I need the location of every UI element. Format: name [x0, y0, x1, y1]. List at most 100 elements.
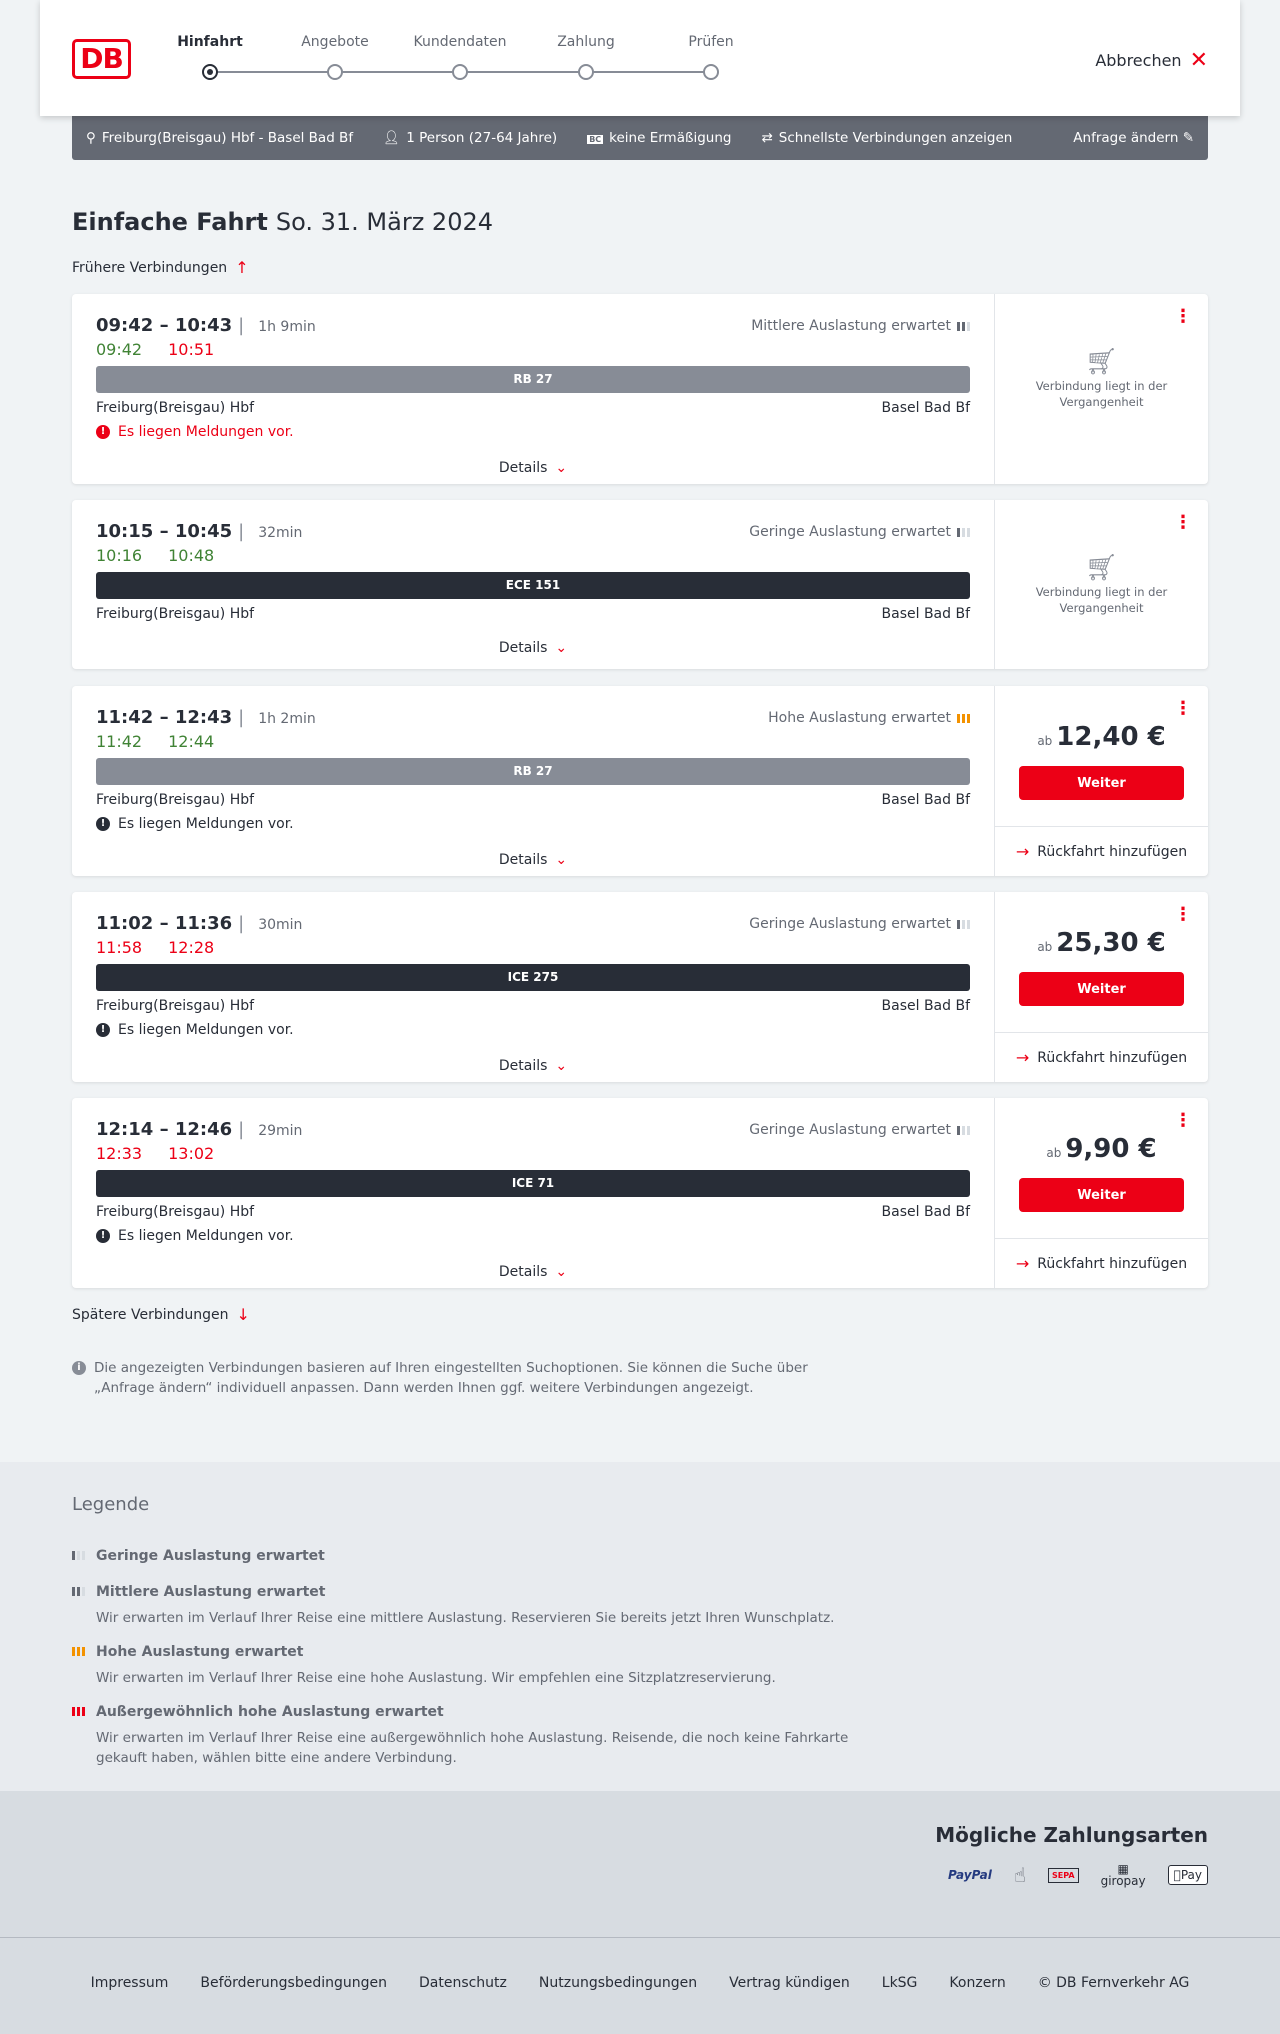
payment-section: Mögliche Zahlungsarten PayPal ☝ SEPA ▦ gi… — [0, 1791, 1280, 1937]
duration: 29min — [258, 1123, 303, 1139]
step-hinfahrt: Hinfahrt — [177, 34, 243, 50]
footer-link[interactable]: Vertrag kündigen — [729, 1975, 850, 1991]
details-toggle[interactable]: Details ⌄ — [498, 852, 568, 868]
arrow-right-icon: → — [1015, 1048, 1030, 1067]
footer-link: © DB Fernverkehr AG — [1037, 1975, 1190, 1991]
pencil-icon: ✎ — [1182, 130, 1194, 146]
train-bar[interactable]: ICE 71 — [96, 1170, 970, 1197]
step-dot — [703, 64, 719, 80]
train-bar[interactable]: ICE 275 — [96, 964, 970, 991]
load-indicator: Geringe Auslastung erwartet — [749, 1122, 970, 1138]
add-return-button[interactable]: → Rückfahrt hinzufügen — [995, 1238, 1208, 1288]
price: ab 12,40 € — [1037, 722, 1166, 752]
connection-card: 12:14 – 12:46 | 29min Geringe Auslastung er… — [72, 1098, 1208, 1288]
step-zahlung: Zahlung — [557, 34, 615, 50]
arrow-right-icon: → — [1015, 1254, 1030, 1273]
footer: Impressum Beförderungsbedingungen Datensch… — [0, 1937, 1280, 2034]
connection-card: 11:02 – 11:36 | 30min Geringe Auslastung er… — [72, 892, 1208, 1082]
footer-link[interactable]: Impressum — [90, 1975, 169, 1991]
departure-station: Freiburg(Breisgau) Hbf — [96, 606, 255, 622]
departure-station: Freiburg(Breisgau) Hbf — [96, 1204, 255, 1220]
route-info: ⚲ Freiburg(Breisgau) Hbf - Basel Bad Bf — [86, 130, 354, 146]
bahncard-icon: BC — [587, 135, 604, 144]
arrow-right-icon: → — [1015, 842, 1030, 861]
footer-link[interactable]: Beförderungsbedingungen — [200, 1975, 387, 1991]
planned-times: 09:42 – 10:43 | 1h 9min — [96, 315, 316, 336]
alert-icon: ! — [96, 1023, 110, 1037]
realtime-times: 11:58 12:28 — [96, 938, 215, 957]
details-toggle[interactable]: Details ⌄ — [498, 1264, 568, 1280]
search-summary-bar: ⚲ Freiburg(Breisgau) Hbf - Basel Bad Bf 👤… — [72, 116, 1208, 160]
legend-title: Legende — [72, 1494, 150, 1515]
more-options-icon[interactable]: ⋮ — [1174, 698, 1192, 719]
person-icon: 👤︎ — [383, 130, 401, 146]
messages-notice: ! Es liegen Meldungen vor. — [96, 424, 294, 440]
cart-unavailable-icon: 🛒︎ — [1084, 553, 1118, 583]
footer-link[interactable]: Konzern — [949, 1975, 1006, 1991]
arrival-station: Basel Bad Bf — [881, 400, 970, 416]
load-icon — [957, 919, 970, 929]
train-bar[interactable]: RB 27 — [96, 758, 970, 785]
load-icon — [957, 321, 970, 331]
more-options-icon[interactable]: ⋮ — [1174, 512, 1192, 533]
cancel-button[interactable]: Abbrechen ✕ — [1095, 48, 1208, 73]
continue-button[interactable]: Weiter — [1019, 1178, 1184, 1212]
chevron-down-icon: ⌄ — [555, 1058, 568, 1074]
departure-station: Freiburg(Breisgau) Hbf — [96, 998, 255, 1014]
planned-times: 10:15 – 10:45 | 32min — [96, 521, 303, 542]
chevron-down-icon: ⌄ — [555, 460, 568, 476]
more-options-icon[interactable]: ⋮ — [1174, 1110, 1192, 1131]
step-kundendaten: Kundendaten — [413, 34, 507, 50]
arrival-station: Basel Bad Bf — [881, 606, 970, 622]
more-options-icon[interactable]: ⋮ — [1174, 904, 1192, 925]
train-bar[interactable]: RB 27 — [96, 366, 970, 393]
load-icon — [72, 1647, 85, 1656]
more-options-icon[interactable]: ⋮ — [1174, 306, 1192, 327]
duration: 1h 9min — [258, 319, 316, 335]
edit-search-button[interactable]: Anfrage ändern ✎ — [1073, 130, 1194, 146]
duration: 1h 2min — [258, 711, 316, 727]
realtime-times: 11:42 12:44 — [96, 732, 215, 751]
load-indicator: Hohe Auslastung erwartet — [768, 710, 970, 726]
credit-card-icon: ☝ — [1013, 1863, 1027, 1887]
chevron-down-icon: ⌄ — [555, 640, 568, 656]
messages-notice: ! Es liegen Meldungen vor. — [96, 1228, 294, 1244]
past-connection-notice: 🛒︎ Verbindung liegt in der Vergangenheit — [995, 349, 1208, 410]
db-logo[interactable]: DB — [72, 39, 131, 79]
add-return-button[interactable]: → Rückfahrt hinzufügen — [995, 1032, 1208, 1082]
connection-card: 09:42 – 10:43 | 1h 9min Mittlere Auslastung… — [72, 294, 1208, 484]
earlier-connections-link[interactable]: Frühere Verbindungen ↑ — [72, 258, 249, 277]
chevron-down-icon: ⌄ — [555, 1264, 568, 1280]
continue-button[interactable]: Weiter — [1019, 766, 1184, 800]
legend-section: Legende Geringe Auslastung erwartet Mittl… — [0, 1462, 1280, 1791]
legend-item: Mittlere Auslastung erwartet Wir erwarten… — [72, 1584, 872, 1628]
footer-link[interactable]: Nutzungsbedingungen — [538, 1975, 698, 1991]
step-angebote: Angebote — [301, 34, 369, 50]
arrival-station: Basel Bad Bf — [881, 792, 970, 808]
add-return-button[interactable]: → Rückfahrt hinzufügen — [995, 826, 1208, 876]
details-toggle[interactable]: Details ⌄ — [498, 1058, 568, 1074]
load-icon — [72, 1587, 85, 1596]
load-icon — [957, 713, 970, 723]
arrow-up-icon: ↑ — [235, 258, 249, 277]
details-toggle[interactable]: Details ⌄ — [498, 460, 568, 476]
footer-link[interactable]: LkSG — [881, 1975, 918, 1991]
payment-title: Mögliche Zahlungsarten — [935, 1823, 1208, 1847]
cancel-label: Abbrechen — [1095, 51, 1182, 70]
planned-times: 12:14 – 12:46 | 29min — [96, 1119, 303, 1140]
footer-link[interactable]: Datenschutz — [418, 1975, 507, 1991]
giropay-icon: ▦ giropay — [1100, 1862, 1146, 1888]
connection-card: 10:15 – 10:45 | 32min Geringe Auslastung er… — [72, 500, 1208, 669]
info-note: i Die angezeigten Verbindungen basieren a… — [72, 1358, 852, 1398]
arrow-down-icon: ↓ — [236, 1305, 250, 1324]
later-connections-link[interactable]: Spätere Verbindungen ↓ — [72, 1305, 250, 1324]
discount-info: BC keine Ermäßigung — [587, 130, 732, 146]
arrival-station: Basel Bad Bf — [881, 998, 970, 1014]
train-bar[interactable]: ECE 151 — [96, 572, 970, 599]
legend-item: Geringe Auslastung erwartet — [72, 1548, 872, 1564]
load-icon — [72, 1551, 85, 1560]
load-icon — [957, 527, 970, 537]
continue-button[interactable]: Weiter — [1019, 972, 1184, 1006]
details-toggle[interactable]: Details ⌄ — [498, 640, 568, 656]
duration: 30min — [258, 917, 303, 933]
